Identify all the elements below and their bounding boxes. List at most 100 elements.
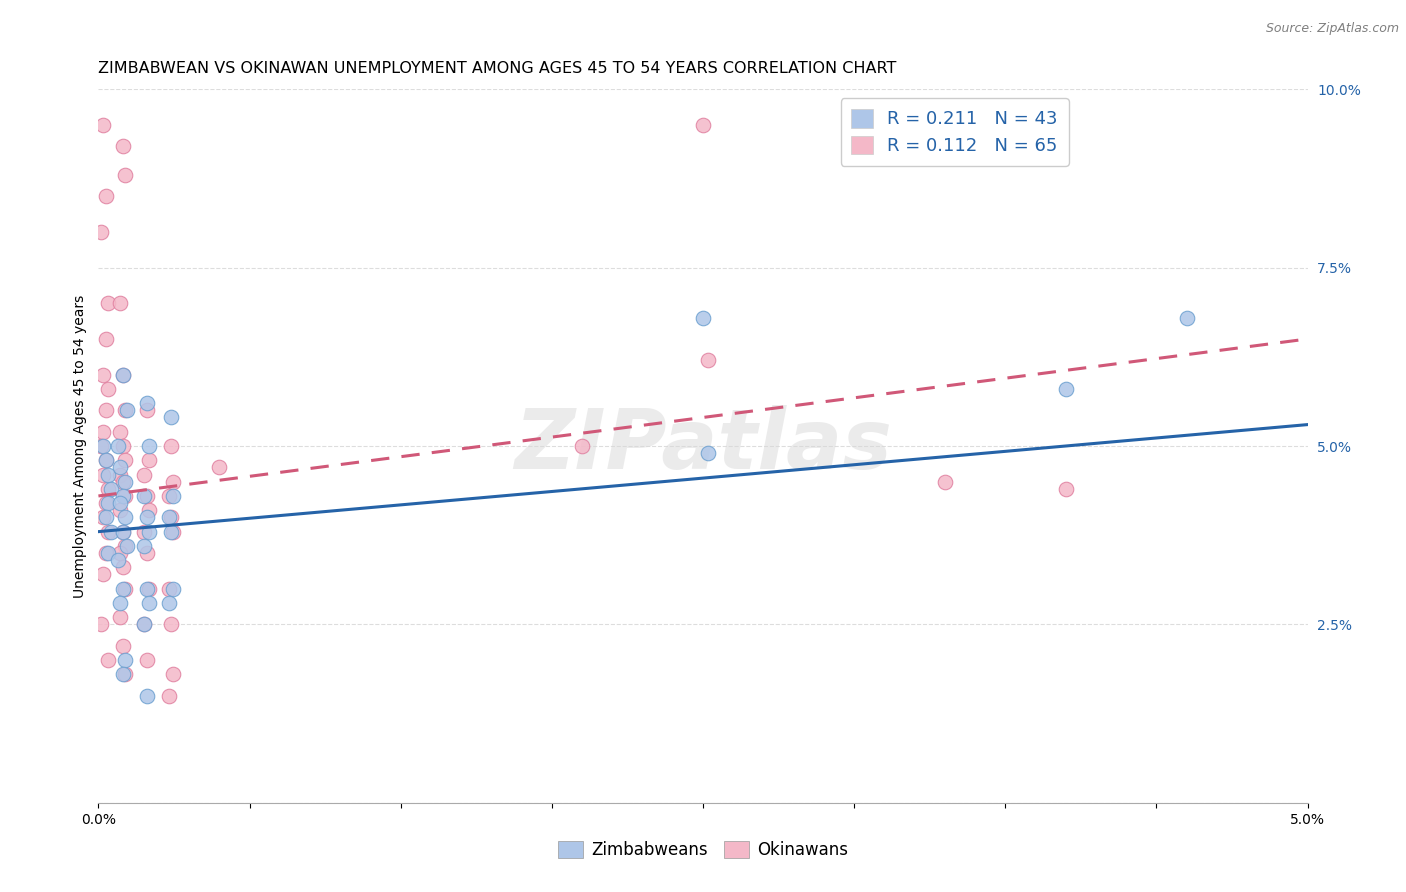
Point	[134, 467, 156, 482]
Point	[94, 496, 117, 510]
Point	[1054, 482, 1077, 496]
Point	[111, 368, 134, 382]
Point	[138, 503, 160, 517]
Point	[135, 510, 157, 524]
Point	[91, 567, 114, 582]
Point	[100, 524, 122, 539]
Point	[160, 410, 183, 425]
Point	[90, 439, 112, 453]
Point	[108, 460, 131, 475]
Point	[114, 403, 136, 417]
Point	[97, 296, 120, 310]
Point	[114, 475, 136, 489]
Point	[162, 582, 184, 596]
Point	[135, 582, 157, 596]
Text: ZIMBABWEAN VS OKINAWAN UNEMPLOYMENT AMONG AGES 45 TO 54 YEARS CORRELATION CHART: ZIMBABWEAN VS OKINAWAN UNEMPLOYMENT AMON…	[98, 61, 897, 76]
Point	[160, 510, 183, 524]
Point	[94, 453, 117, 467]
Point	[162, 489, 184, 503]
Point	[97, 524, 120, 539]
Point	[107, 439, 129, 453]
Point	[94, 510, 117, 524]
Point	[134, 539, 156, 553]
Point	[138, 596, 160, 610]
Point	[111, 368, 134, 382]
Point	[111, 524, 134, 539]
Point	[134, 617, 156, 632]
Point	[208, 460, 231, 475]
Point	[94, 453, 117, 467]
Point	[114, 168, 136, 182]
Point	[94, 403, 117, 417]
Point	[108, 503, 131, 517]
Legend: Zimbabweans, Okinawans: Zimbabweans, Okinawans	[551, 834, 855, 866]
Point	[692, 310, 714, 325]
Point	[91, 118, 114, 132]
Point	[160, 439, 183, 453]
Point	[108, 296, 131, 310]
Point	[138, 439, 160, 453]
Point	[91, 467, 114, 482]
Point	[97, 382, 120, 396]
Point	[135, 653, 157, 667]
Point	[108, 496, 131, 510]
Point	[135, 489, 157, 503]
Point	[111, 582, 134, 596]
Point	[111, 489, 134, 503]
Point	[97, 653, 120, 667]
Point	[134, 489, 156, 503]
Point	[157, 510, 180, 524]
Point	[160, 524, 183, 539]
Point	[91, 425, 114, 439]
Point	[111, 560, 134, 574]
Point	[157, 582, 180, 596]
Point	[138, 453, 160, 467]
Point	[571, 439, 593, 453]
Point	[160, 617, 183, 632]
Point	[114, 582, 136, 596]
Point	[135, 689, 157, 703]
Point	[135, 396, 157, 410]
Point	[90, 225, 112, 239]
Point	[108, 546, 131, 560]
Point	[107, 553, 129, 567]
Point	[94, 189, 117, 203]
Point	[692, 118, 714, 132]
Point	[157, 596, 180, 610]
Point	[1175, 310, 1198, 325]
Point	[1054, 382, 1077, 396]
Point	[157, 689, 180, 703]
Point	[134, 617, 156, 632]
Text: Source: ZipAtlas.com: Source: ZipAtlas.com	[1265, 22, 1399, 36]
Point	[114, 510, 136, 524]
Point	[135, 546, 157, 560]
Point	[696, 353, 718, 368]
Point	[111, 439, 134, 453]
Point	[114, 489, 136, 503]
Point	[138, 582, 160, 596]
Point	[111, 139, 134, 153]
Point	[111, 667, 134, 681]
Point	[162, 524, 184, 539]
Point	[108, 596, 131, 610]
Point	[114, 653, 136, 667]
Point	[97, 482, 120, 496]
Point	[934, 475, 956, 489]
Point	[97, 467, 120, 482]
Point	[100, 482, 122, 496]
Point	[117, 403, 139, 417]
Point	[162, 475, 184, 489]
Y-axis label: Unemployment Among Ages 45 to 54 years: Unemployment Among Ages 45 to 54 years	[73, 294, 87, 598]
Point	[111, 524, 134, 539]
Point	[111, 475, 134, 489]
Point	[94, 546, 117, 560]
Point	[162, 667, 184, 681]
Point	[108, 425, 131, 439]
Point	[696, 446, 718, 460]
Point	[108, 610, 131, 624]
Point	[117, 539, 139, 553]
Text: ZIPatlas: ZIPatlas	[515, 406, 891, 486]
Point	[91, 439, 114, 453]
Point	[135, 403, 157, 417]
Point	[114, 453, 136, 467]
